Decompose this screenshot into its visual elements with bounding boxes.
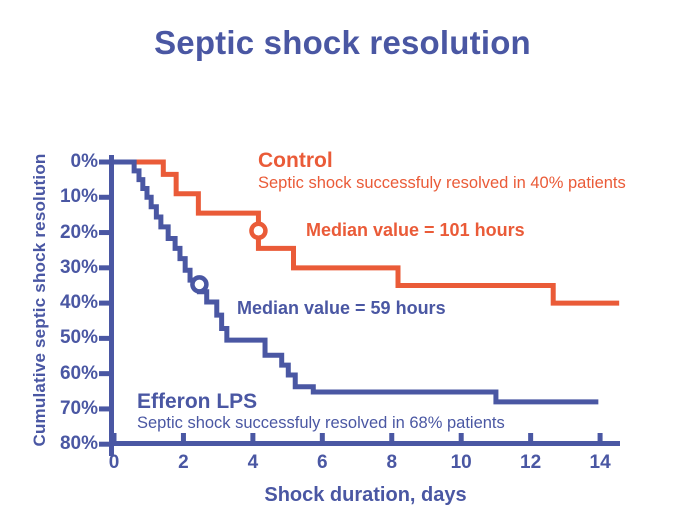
y-tick-mark — [99, 194, 109, 200]
efferon-series-sublabel: Septic shock successfuly resolved in 68%… — [137, 414, 505, 432]
x-tick-mark — [389, 433, 395, 441]
y-axis-title: Cumulative septic shock resolution — [30, 153, 49, 447]
y-tick-label: 20% — [59, 221, 98, 243]
control-series-label: Control — [258, 149, 333, 172]
control-median-marker — [249, 221, 268, 241]
efferon-lps-median-marker — [190, 275, 209, 294]
x-tick-label: 2 — [178, 452, 189, 473]
x-axis-title: Shock duration, days — [264, 484, 467, 506]
x-tick-mark — [528, 433, 534, 441]
y-tick-label: 60% — [59, 362, 98, 384]
control-series-sublabel: Septic shock successfuly resolved in 40%… — [258, 174, 626, 192]
y-tick-label: 70% — [59, 397, 98, 419]
y-tick-mark — [99, 335, 109, 341]
control-median-annotation: Median value = 101 hours — [306, 220, 525, 240]
y-tick-label: 40% — [59, 292, 98, 314]
x-tick-label: 0 — [108, 452, 120, 473]
x-axis-line — [109, 441, 620, 446]
x-tick-mark — [111, 433, 117, 441]
x-tick-mark — [319, 433, 325, 441]
efferon-series-label: Efferon LPS — [137, 390, 258, 413]
efferon-median-annotation: Median value = 59 hours — [237, 298, 446, 318]
y-tick-mark — [99, 371, 109, 377]
y-tick-mark — [99, 265, 109, 271]
x-tick-label: 12 — [520, 452, 542, 473]
y-tick-mark — [99, 300, 109, 306]
efferon-lps-curve — [114, 159, 599, 405]
y-tick-label: 30% — [59, 256, 98, 278]
x-tick-label: 8 — [386, 452, 398, 473]
x-tick-mark — [180, 433, 186, 441]
x-tick-mark — [250, 433, 256, 441]
y-tick-mark — [99, 406, 109, 412]
x-tick-label: 6 — [317, 452, 328, 473]
y-tick-label: 10% — [59, 186, 98, 208]
y-tick-mark — [99, 230, 109, 236]
page-title: Septic shock resolution — [154, 24, 531, 61]
y-tick-label: 80% — [59, 433, 98, 455]
y-tick-mark — [99, 441, 109, 447]
x-tick-label: 10 — [450, 452, 472, 473]
y-tick-mark — [99, 159, 109, 165]
x-tick-label: 4 — [247, 452, 259, 473]
y-axis-line — [109, 155, 114, 456]
y-tick-label: 0% — [70, 151, 98, 172]
x-tick-label: 14 — [589, 452, 611, 473]
x-tick-mark — [458, 433, 464, 441]
x-tick-mark — [597, 433, 603, 441]
y-tick-label: 50% — [59, 327, 98, 349]
